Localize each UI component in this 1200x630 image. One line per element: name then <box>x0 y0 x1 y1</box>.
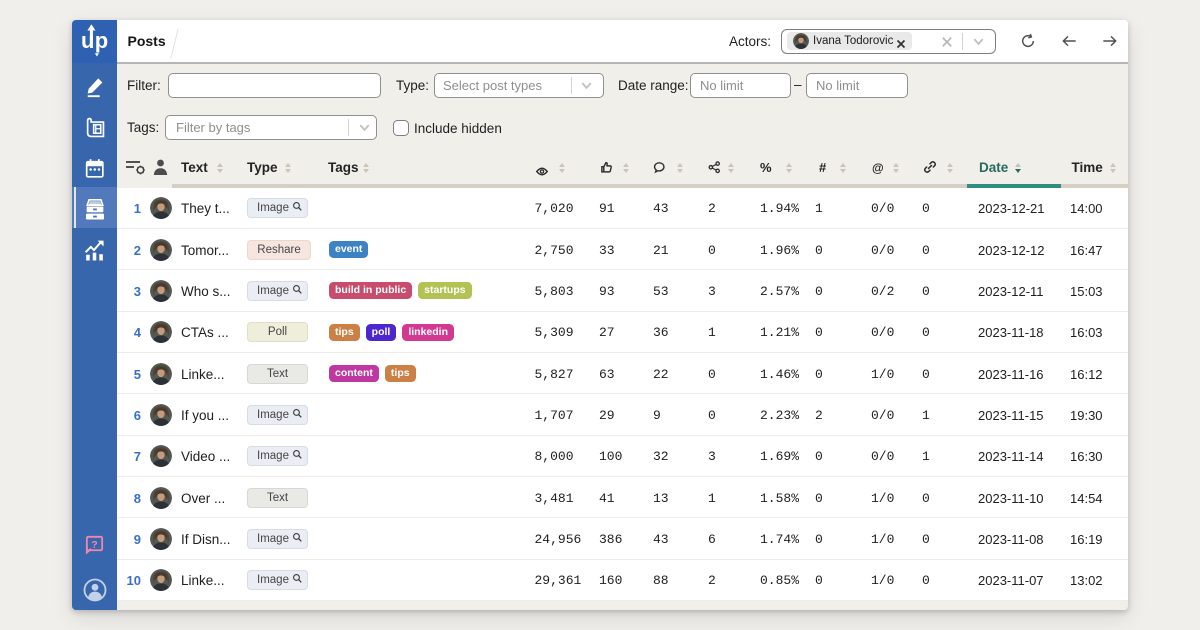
svg-text:p: p <box>95 28 108 53</box>
svg-text:?: ? <box>91 539 97 551</box>
